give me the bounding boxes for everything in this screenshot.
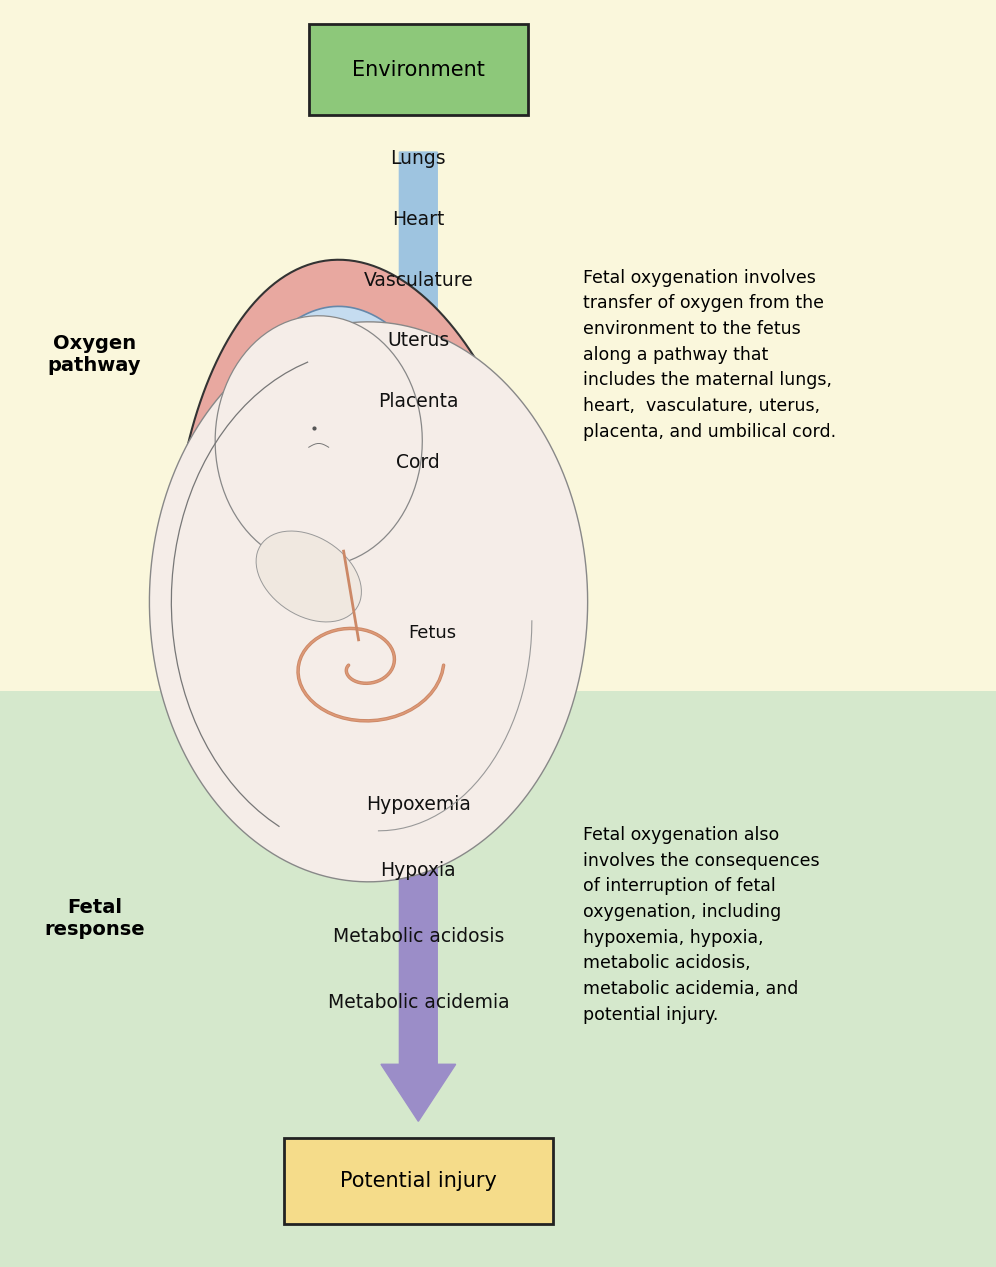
Text: Vasculature: Vasculature — [364, 271, 473, 289]
Text: Oxygen
pathway: Oxygen pathway — [48, 334, 141, 375]
Bar — [0, 691, 996, 1267]
Ellipse shape — [256, 531, 362, 622]
Ellipse shape — [315, 329, 369, 374]
Text: Hypoxemia: Hypoxemia — [366, 796, 471, 813]
Polygon shape — [230, 385, 388, 734]
Ellipse shape — [333, 331, 377, 379]
Polygon shape — [215, 315, 422, 566]
Polygon shape — [172, 260, 539, 820]
Text: Fetal oxygenation involves
transfer of oxygen from the
environment to the fetus
: Fetal oxygenation involves transfer of o… — [583, 269, 836, 441]
Text: Fetal
response: Fetal response — [44, 898, 145, 939]
Text: Environment: Environment — [352, 60, 485, 80]
FancyBboxPatch shape — [284, 1138, 553, 1224]
Text: Potential injury: Potential injury — [340, 1171, 497, 1191]
Text: Lungs: Lungs — [390, 150, 446, 167]
Polygon shape — [149, 322, 588, 882]
Ellipse shape — [303, 336, 353, 371]
FancyBboxPatch shape — [309, 24, 528, 115]
Text: Hypoxia: Hypoxia — [380, 862, 456, 879]
Text: Fetal oxygenation also
involves the consequences
of interruption of fetal
oxygen: Fetal oxygenation also involves the cons… — [583, 826, 820, 1024]
Ellipse shape — [296, 343, 334, 372]
Ellipse shape — [266, 362, 313, 398]
Text: Metabolic acidemia: Metabolic acidemia — [328, 993, 509, 1011]
Text: Cord: Cord — [396, 454, 440, 471]
FancyArrow shape — [380, 786, 455, 1121]
Bar — [0, 0, 996, 691]
Text: Metabolic acidosis: Metabolic acidosis — [333, 927, 504, 945]
Text: Uterus: Uterus — [387, 332, 449, 350]
Text: Placenta: Placenta — [378, 393, 458, 411]
Polygon shape — [188, 307, 489, 846]
Ellipse shape — [284, 353, 320, 381]
Text: Fetus: Fetus — [408, 625, 456, 642]
Text: Heart: Heart — [392, 210, 444, 228]
Ellipse shape — [244, 392, 292, 440]
FancyArrow shape — [380, 152, 455, 519]
Ellipse shape — [251, 374, 306, 418]
